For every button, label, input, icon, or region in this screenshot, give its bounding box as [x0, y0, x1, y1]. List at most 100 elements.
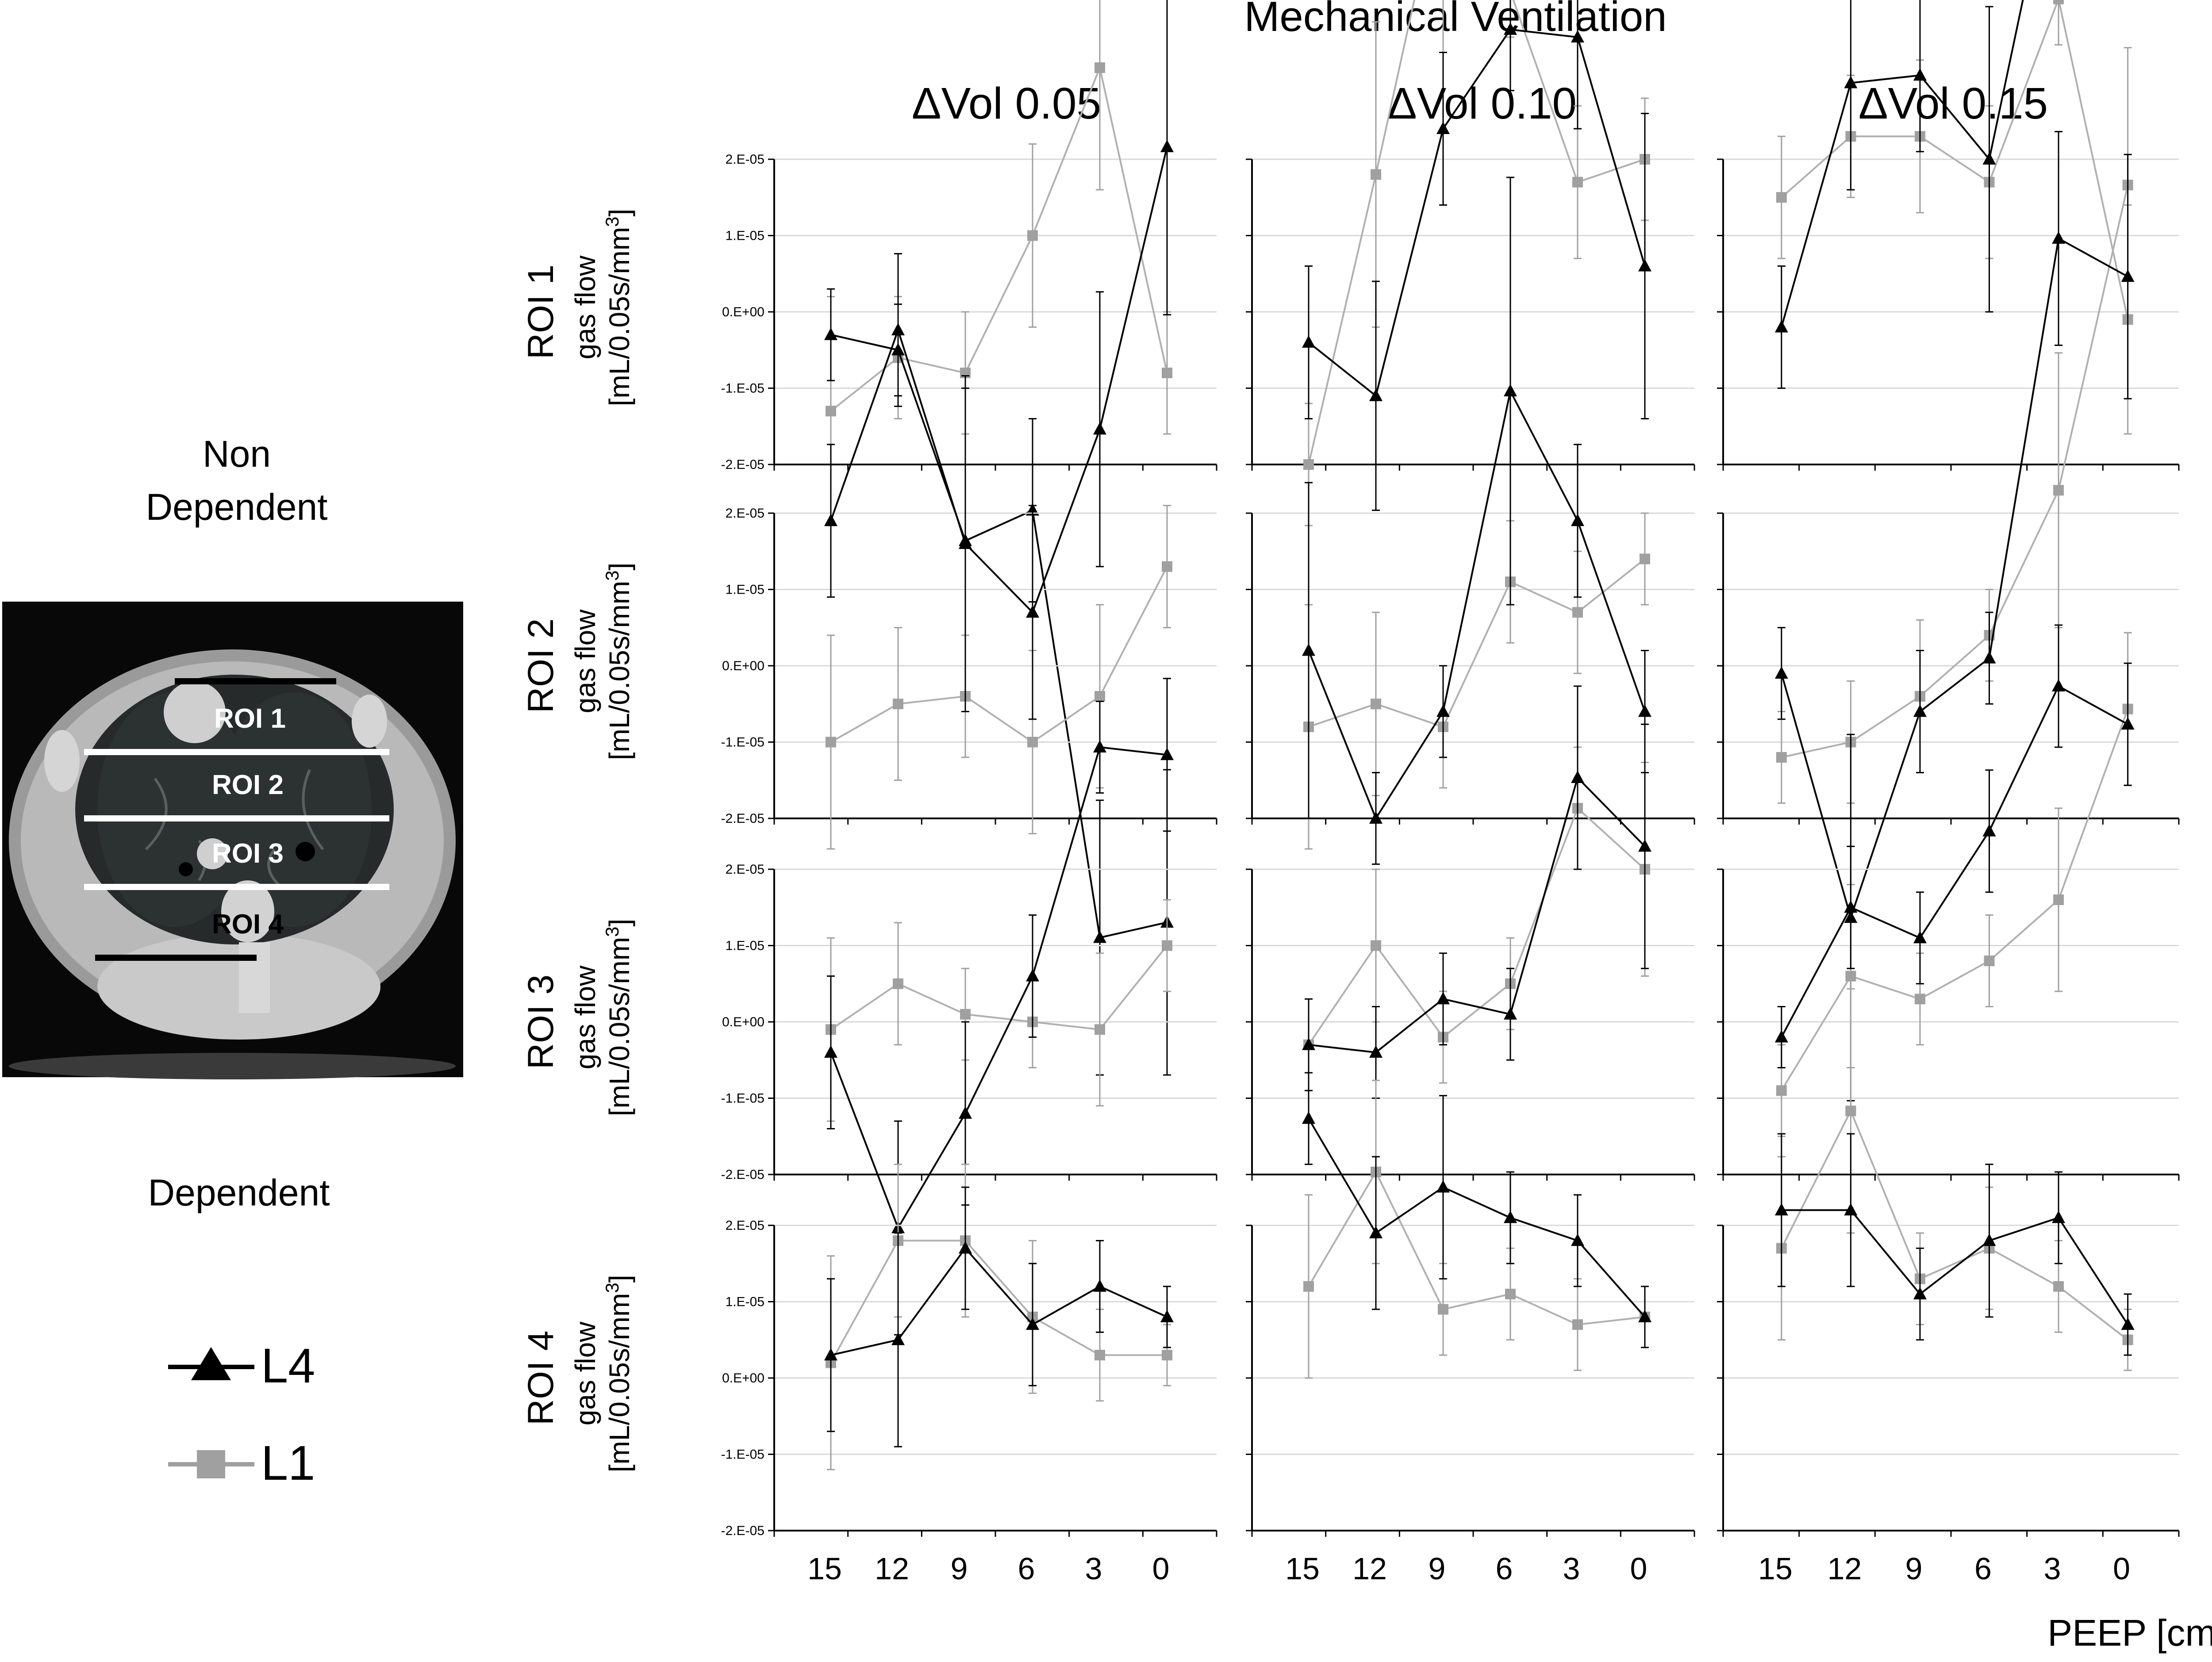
x-tick-label: 6	[1496, 1551, 1513, 1586]
panel-roi2-col1: 2.E-05 1.E-05 0.E+00 -1.E-05 -2.E-05	[721, 0, 1217, 850]
panel-roi4-col2: 15 12 9 6 3 0	[1246, 1072, 1695, 1586]
data-point-l4	[1844, 900, 1858, 913]
data-point-l4	[1093, 930, 1106, 943]
data-point-l4	[1982, 824, 1996, 837]
data-point-l4	[1302, 1111, 1315, 1124]
x-tick-label: 15	[807, 1551, 842, 1586]
legend-marker-l1	[197, 1450, 225, 1478]
series-line-l4	[830, 1247, 1167, 1356]
data-point-l4	[2121, 269, 2135, 282]
series-line-l1	[1308, 0, 1645, 465]
data-point-l4	[1436, 122, 1450, 134]
data-point-l4	[1093, 1279, 1106, 1292]
data-point-l4	[1302, 335, 1315, 348]
y-tick-label: -2.E-05	[721, 811, 764, 826]
data-point-l1	[826, 406, 836, 417]
data-point-l4	[1369, 1045, 1382, 1058]
data-point-l1	[1162, 940, 1172, 951]
data-point-l4	[1638, 1310, 1651, 1322]
data-point-l4	[1638, 839, 1651, 852]
series-line-l1	[1781, 1109, 2128, 1341]
data-point-l1	[1094, 62, 1105, 73]
y-axis-title-line1: gas flow	[569, 965, 601, 1070]
data-point-l4	[1093, 422, 1106, 435]
figure-top-title: Mechanical Ventilation	[1244, 0, 1667, 40]
y-axis-title-line2: [mL/0.05s/mm3]	[602, 209, 635, 407]
ct-roi-label-2: ROI 2	[212, 770, 284, 800]
y-tick-label: 1.E-05	[726, 1295, 764, 1309]
data-point-l4	[891, 323, 905, 335]
data-point-l4	[1436, 992, 1450, 1005]
series-line-l1	[830, 945, 1168, 1031]
series-line-l4	[1308, 776, 1646, 1054]
series-line-l1	[830, 1240, 1167, 1363]
panel-roi2-col2	[1246, 177, 1695, 865]
data-point-l4	[1774, 320, 1788, 333]
panel-roi1-col3	[1717, 0, 2180, 471]
y-axis-title-line2: [mL/0.05s/mm3]	[602, 563, 635, 760]
data-point-l4	[1774, 1203, 1788, 1216]
data-point-l4	[1571, 30, 1584, 42]
data-point-l1	[1303, 1281, 1314, 1292]
data-point-l4	[1913, 68, 1927, 81]
non-dependent-label-line1: Non	[203, 433, 271, 475]
data-point-l4	[1160, 1310, 1174, 1322]
y-tick-label: 2.E-05	[726, 1218, 764, 1233]
x-tick-label: 6	[1018, 1551, 1035, 1586]
y-tick-label: -1.E-05	[721, 735, 764, 750]
y-tick-label: -1.E-05	[721, 1091, 764, 1106]
ct-roi-label-4: ROI 4	[212, 909, 284, 940]
series-line-l4	[1781, 685, 2128, 1038]
row-label-roi-1: ROI 1	[521, 265, 561, 359]
y-axis-title-line2: [mL/0.05s/mm3]	[602, 919, 635, 1117]
data-point-l1	[826, 737, 836, 748]
x-tick-label: 0	[1152, 1551, 1170, 1586]
data-point-l1	[1776, 752, 1787, 763]
x-tick-label: 6	[1974, 1551, 1992, 1586]
series-line-l4	[1308, 1118, 1646, 1318]
panel-roi4-col1: 2.E-05 1.E-05 0.E+00 -1.E-05 -2.E-05 15 12 9 6 3 0	[721, 1163, 1217, 1586]
panel-roi3-col3	[1717, 624, 2180, 1181]
data-point-l4	[1369, 811, 1382, 824]
series-line-l1	[1781, 0, 2129, 320]
row-label-roi-2: ROI 2	[521, 618, 561, 713]
series-line-l1	[1308, 806, 1646, 1045]
data-point-l4	[891, 1332, 905, 1345]
data-point-l1	[1505, 1289, 1516, 1300]
data-point-l4	[824, 514, 837, 526]
data-point-l4	[1504, 384, 1517, 396]
y-axis-title-line1: gas flow	[569, 609, 601, 714]
data-point-l4	[1160, 140, 1174, 152]
data-point-l1	[893, 978, 903, 989]
data-point-l4	[1504, 22, 1517, 35]
series-line-l1	[1781, 709, 2129, 1091]
series-line-l4	[830, 746, 1167, 1230]
x-axis-title: PEEP [cmH2O]	[2047, 1612, 2212, 1660]
data-point-l1	[1162, 368, 1172, 378]
data-point-l4	[1913, 704, 1927, 717]
y-tick-label: -2.E-05	[721, 457, 764, 472]
data-point-l4	[1369, 388, 1382, 401]
column-title-3: ΔVol 0.15	[1859, 79, 2048, 128]
data-point-l4	[1571, 771, 1584, 783]
data-point-l1	[1094, 1024, 1105, 1035]
data-point-l4	[1571, 1233, 1584, 1246]
data-point-l4	[1844, 76, 1858, 88]
panel-roi1-col2	[1246, 0, 1695, 526]
data-point-l1	[1438, 1304, 1448, 1315]
data-point-l1	[893, 699, 903, 710]
legend: L4 L1	[168, 1339, 315, 1490]
y-tick-label: 0.E+00	[722, 659, 764, 673]
panel-roi1-col1: 2.E-05 1.E-05 0.E+00 -1.E-05 -2.E-05	[721, 0, 1217, 1076]
data-point-l4	[824, 1348, 837, 1361]
series-line-l1	[830, 566, 1168, 743]
data-point-l4	[824, 327, 837, 340]
x-tick-label: 3	[1085, 1551, 1102, 1586]
row-label-roi-3: ROI 3	[521, 975, 561, 1069]
series-line-l1	[1308, 558, 1646, 728]
y-tick-label: 2.E-05	[726, 862, 764, 877]
data-point-l4	[1093, 740, 1106, 752]
series-line-l1	[1308, 1170, 1645, 1326]
y-tick-label: 2.E-05	[726, 152, 764, 167]
